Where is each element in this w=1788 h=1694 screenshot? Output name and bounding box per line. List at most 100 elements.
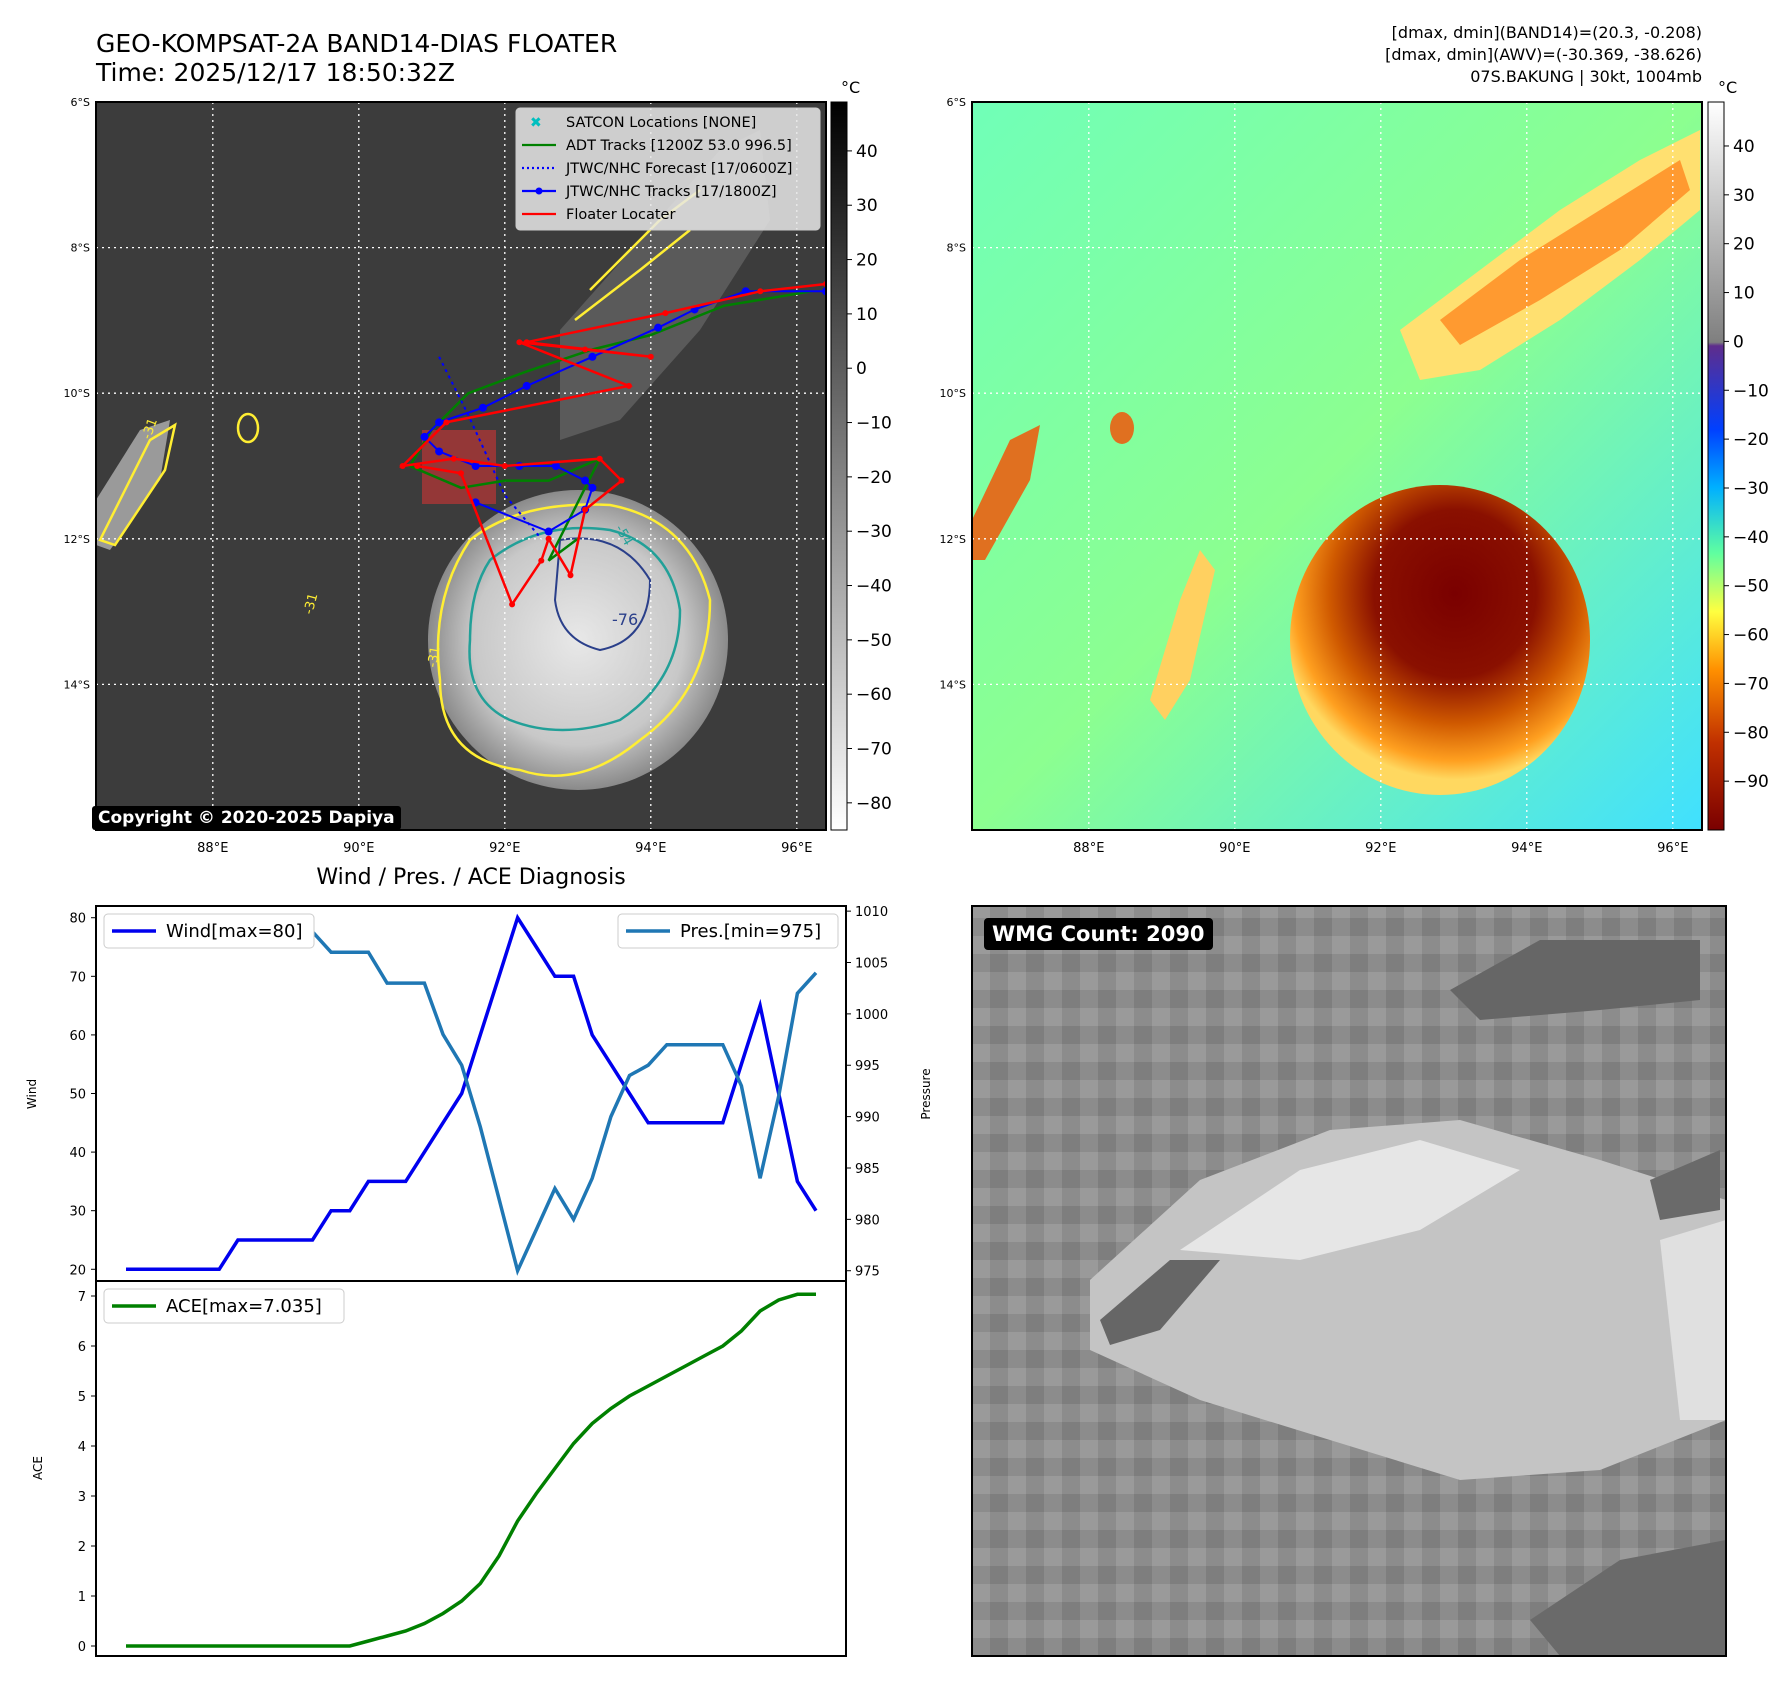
floater-track-point: [582, 506, 589, 513]
dark-patch-e: [1650, 1150, 1720, 1220]
lat-tick-label: 8°S: [71, 242, 90, 255]
jtwc-track-point: [551, 462, 560, 470]
chart-legend-label: Wind[max=80]: [166, 921, 303, 942]
lon-tick-label: 90°E: [343, 841, 374, 856]
colorbar-tick-label: −30: [856, 522, 892, 542]
right-colorbar: °C 40 30 20 10 0 −10 −20 −30 −40 −50 −60 −70 −80 −90: [1707, 78, 1769, 831]
colorbar-tick-label: 10: [856, 305, 878, 325]
contour-label-band: -31: [301, 592, 321, 616]
dark-patch-w: [1100, 1260, 1220, 1345]
chart-legend: [103, 913, 315, 949]
jtwc-track-point: [588, 352, 597, 361]
left-map: -31 -31 -31 -54 -76 ✖ SATCON Locations [N…: [64, 96, 827, 856]
floater-track-point: [662, 310, 669, 317]
floater-track-point: [501, 463, 508, 469]
lon-tick-label: 94°E: [1511, 841, 1542, 856]
colorbar-tick-label: −90: [1733, 772, 1769, 792]
colorbar-tick-label: 40: [856, 142, 878, 162]
cloud-west: [96, 420, 170, 550]
legend-marker-x: ✖: [530, 115, 542, 131]
lat-tick-label: 12°S: [64, 533, 90, 546]
jtwc-track-point: [471, 462, 480, 470]
contour-label-west: -31: [140, 416, 161, 441]
y2-tick-label: 980: [855, 1213, 880, 1228]
lon-tick-label: 88°E: [197, 841, 228, 856]
legend-label: SATCON Locations [NONE]: [566, 115, 756, 131]
floater-track-point: [757, 288, 764, 295]
jtwc-track-point: [588, 483, 597, 492]
y-tick-label: 4: [78, 1440, 86, 1455]
floater-track-point: [399, 463, 406, 469]
colorbar-tick-label: −50: [856, 631, 892, 651]
lon-tick-label: 88°E: [1073, 841, 1104, 856]
wmg-count-badge: WMG Count: 2090: [984, 918, 1213, 950]
y2-tick-label: 990: [855, 1111, 880, 1126]
lon-tick-label: 92°E: [489, 841, 520, 856]
map-legend: ✖ SATCON Locations [NONE] ADT Tracks [1200…: [515, 107, 821, 231]
y-tick-label: 6: [78, 1340, 86, 1355]
chart-legend-label: ACE[max=7.035]: [166, 1296, 322, 1317]
lon-tick-label: 90°E: [1219, 841, 1250, 856]
lat-tick-label: 8°S: [947, 242, 966, 255]
wmg-panel: [971, 905, 1727, 1657]
series-line: [126, 913, 818, 1272]
jtwc-track-point: [435, 418, 444, 427]
legend-label: JTWC/NHC Forecast [17/0600Z]: [565, 161, 792, 177]
jtwc-track-point: [478, 403, 487, 412]
floater-track-point: [618, 477, 625, 484]
jtwc-track-point: [435, 447, 444, 456]
colorbar-tick-label: 20: [1733, 235, 1755, 255]
chart-legend: [103, 1288, 345, 1324]
cyclone-cloud-cold: [1290, 485, 1590, 795]
colorbar-tick-label: −80: [856, 794, 892, 814]
colorbar-tick-label: 30: [856, 196, 878, 216]
y-tick-label: 60: [69, 1029, 86, 1044]
colorbar-tick-label: −70: [1733, 674, 1769, 694]
ace-chart: 0 1 2 3 4 5 6 7 ACE[max=7.035] ACE: [31, 1280, 847, 1657]
lon-tick-label: 92°E: [1365, 841, 1396, 856]
floater-track-point: [567, 572, 574, 579]
storm-info: 07S.BAKUNG | 30kt, 1004mb: [1470, 67, 1702, 86]
floater-track-point: [458, 470, 464, 477]
legend-label: JTWC/NHC Tracks [17/1800Z]: [565, 184, 777, 200]
left-colorbar-unit: °C: [841, 78, 860, 97]
left-colorbar: °C 40 30 20 10 0 −10 −20 −30 −40 −50 −60 −70 −80: [830, 78, 892, 831]
colorbar-tick-label: −20: [856, 468, 892, 488]
stat-band14: [dmax, dmin](BAND14)=(20.3, -0.208): [1392, 23, 1702, 42]
y-tick-label: 7: [78, 1290, 86, 1305]
colorbar-tick-label: −40: [856, 577, 892, 597]
lon-tick-label: 96°E: [781, 841, 812, 856]
floater-track-point: [538, 557, 545, 564]
colorbar-tick-label: −10: [856, 414, 892, 434]
y2-tick-label: 1000: [855, 1008, 888, 1023]
y-tick-label: 70: [69, 970, 86, 985]
floater-track-point: [582, 346, 589, 353]
lat-tick-label: 6°S: [71, 96, 90, 109]
colorbar-tick-label: −10: [1733, 381, 1769, 401]
legend-label: Floater Locater: [566, 207, 675, 223]
floater-track-point: [443, 419, 450, 426]
floater-track-point: [647, 353, 654, 360]
y-tick-label: 40: [69, 1146, 86, 1161]
colorbar-tick-label: −50: [1733, 577, 1769, 597]
lat-tick-label: 12°S: [940, 533, 966, 546]
y2-tick-label: 1010: [855, 905, 888, 920]
dark-patch-ne: [1450, 940, 1700, 1020]
wind-axis-label: Wind: [25, 1079, 39, 1109]
y-tick-label: 0: [78, 1640, 86, 1655]
floater-track-point: [545, 535, 552, 542]
diagnosis-title: Wind / Pres. / ACE Diagnosis: [316, 865, 625, 890]
bright-core: [1180, 1140, 1520, 1260]
floater-track-point: [414, 463, 421, 469]
jtwc-track-point: [654, 323, 663, 332]
y-tick-label: 50: [69, 1088, 86, 1103]
cloud-strip-warm: [1150, 550, 1215, 720]
figure-title: GEO-KOMPSAT-2A BAND14-DIAS FLOATER: [96, 29, 617, 58]
contour-label-south: -31: [425, 645, 443, 669]
jtwc-track-point: [420, 432, 429, 441]
colorbar-tick-label: −80: [1733, 723, 1769, 743]
colorbar-tick-label: 30: [1733, 186, 1755, 206]
floater-track-point: [516, 339, 523, 346]
legend-label: ADT Tracks [1200Z 53.0 996.5]: [566, 138, 792, 154]
